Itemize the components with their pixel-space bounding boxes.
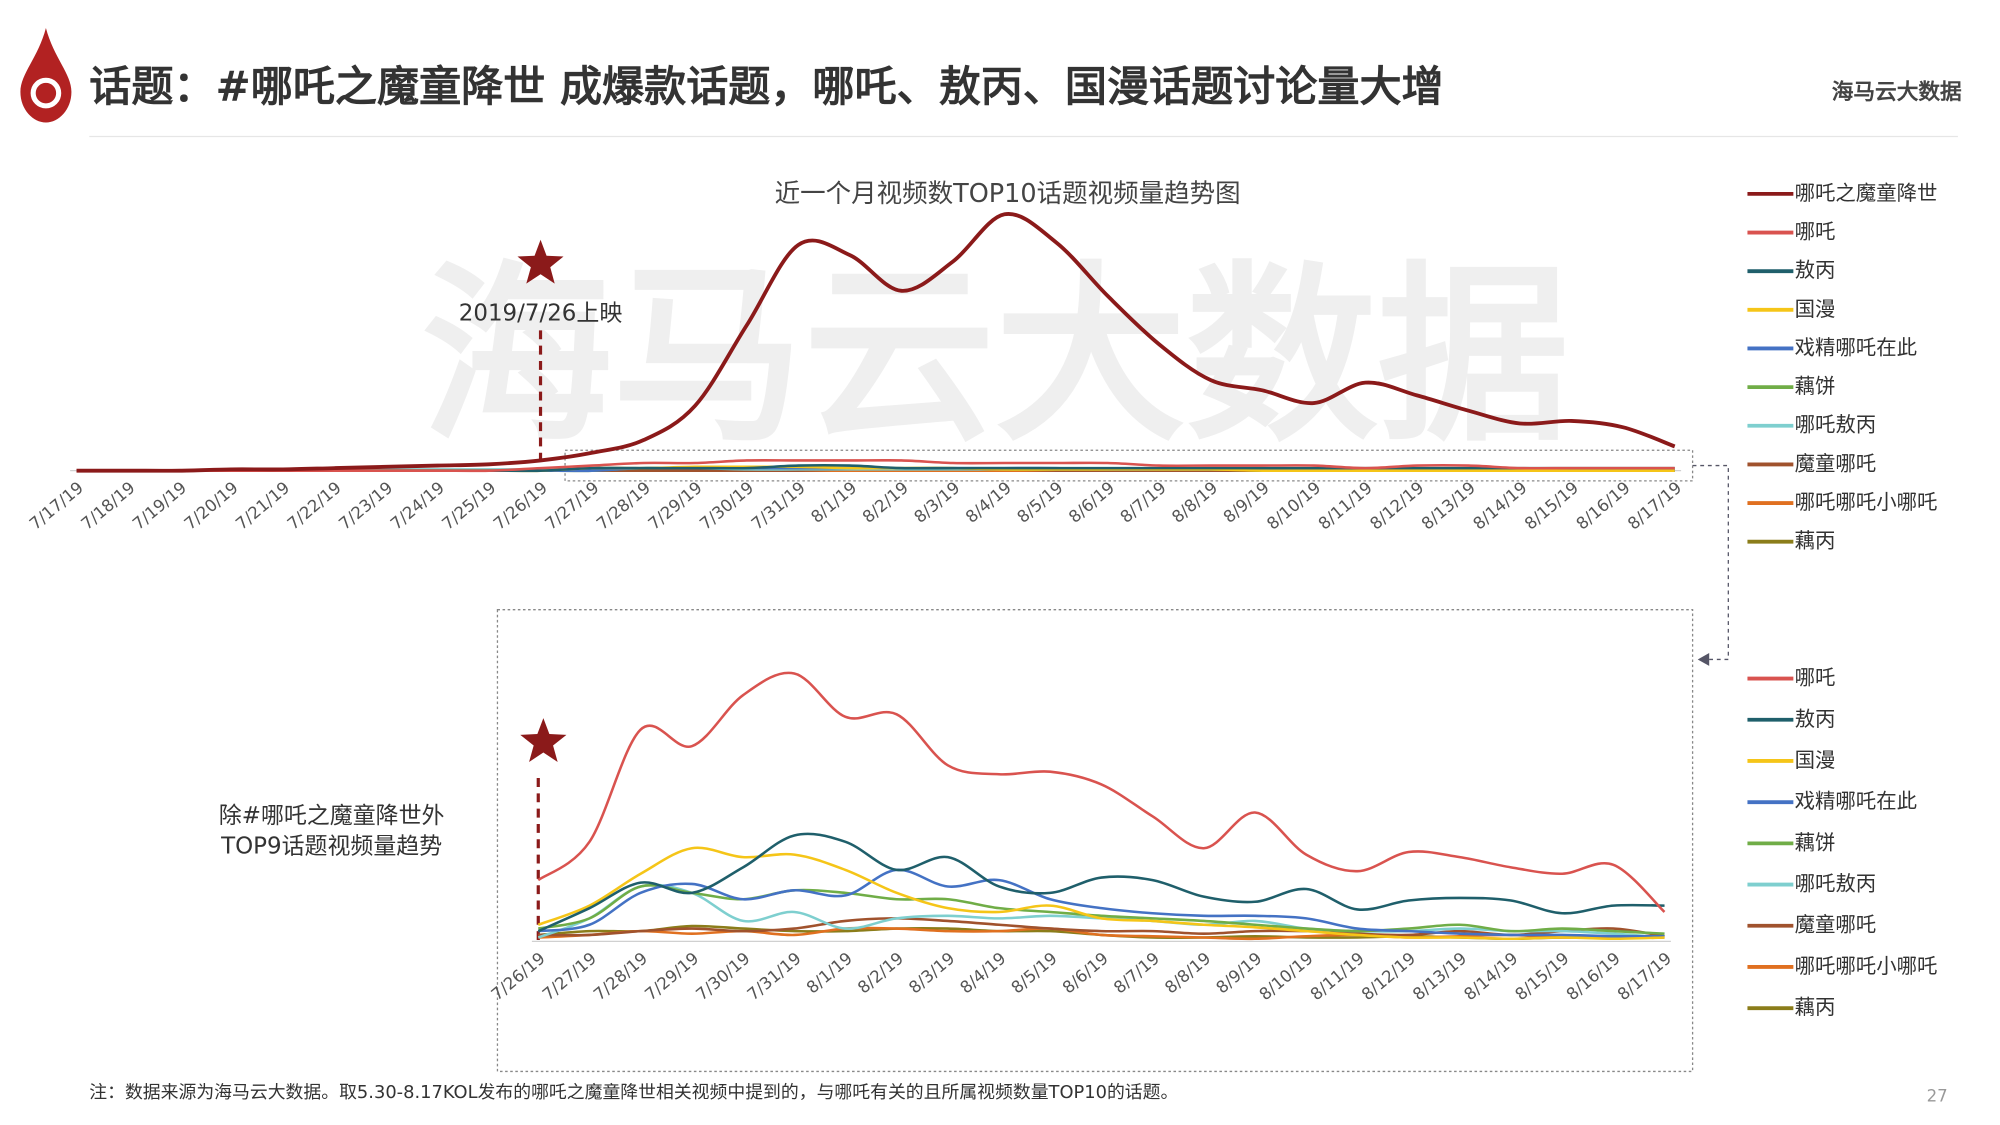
x-tick-label: 8/8/19 bbox=[1168, 478, 1221, 527]
x-tick-label: 7/30/19 bbox=[696, 478, 757, 534]
legend-label: 哪吒哪吒小哪吒 bbox=[1795, 954, 1938, 978]
x-tick-label: 8/14/19 bbox=[1469, 478, 1530, 534]
legend-label: 哪吒 bbox=[1795, 666, 1836, 690]
legend-label: 国漫 bbox=[1795, 748, 1836, 772]
x-tick-label: 7/29/19 bbox=[641, 949, 702, 1005]
connector bbox=[1692, 464, 1729, 661]
x-tick-label: 8/6/19 bbox=[1059, 949, 1112, 998]
x-tick-label: 8/17/19 bbox=[1624, 478, 1685, 534]
legend-label: 戏精哪吒在此 bbox=[1795, 789, 1917, 813]
x-tick-label: 7/23/19 bbox=[335, 478, 396, 534]
x-tick-label: 7/31/19 bbox=[748, 478, 809, 534]
legend-label: 敖丙 bbox=[1795, 258, 1836, 282]
series-line bbox=[76, 458, 1675, 473]
x-tick-label: 7/17/19 bbox=[26, 478, 87, 534]
x-tick-label: 8/1/19 bbox=[803, 949, 856, 998]
x-tick-label: 7/18/19 bbox=[77, 478, 138, 534]
x-tick-label: 7/19/19 bbox=[129, 478, 190, 534]
legend-label: 魔童哪吒 bbox=[1795, 913, 1877, 937]
x-tick-label: 7/29/19 bbox=[645, 478, 706, 534]
x-tick-label: 8/15/19 bbox=[1521, 478, 1582, 534]
x-tick-label: 8/11/19 bbox=[1307, 949, 1368, 1005]
x-tick-label: 7/22/19 bbox=[284, 478, 345, 534]
x-tick-label: 8/7/19 bbox=[1110, 949, 1163, 998]
x-tick-label: 8/12/19 bbox=[1366, 478, 1427, 534]
legend-label: 敖丙 bbox=[1795, 707, 1836, 731]
x-tick-label: 8/8/19 bbox=[1161, 949, 1214, 998]
x-tick-label: 8/15/19 bbox=[1512, 949, 1573, 1005]
legend-label: 哪吒敖丙 bbox=[1795, 872, 1877, 896]
x-tick-label: 8/13/19 bbox=[1409, 949, 1470, 1005]
x-tick-label: 7/30/19 bbox=[692, 949, 753, 1005]
series-line bbox=[537, 671, 1666, 913]
connector-arrow bbox=[1697, 653, 1710, 666]
x-tick-label: 8/7/19 bbox=[1117, 478, 1170, 527]
x-tick-label: 8/16/19 bbox=[1563, 949, 1624, 1005]
x-tick-label: 8/16/19 bbox=[1573, 478, 1634, 534]
x-tick-label: 7/28/19 bbox=[593, 478, 654, 534]
series-line bbox=[538, 917, 1665, 938]
legend-label: 哪吒哪吒小哪吒 bbox=[1795, 490, 1938, 514]
x-tick-label: 8/11/19 bbox=[1315, 478, 1376, 534]
x-tick-label: 8/3/19 bbox=[905, 949, 958, 998]
x-tick-label: 7/20/19 bbox=[181, 478, 242, 534]
brand-logo: 海马云大数据 bbox=[1832, 79, 1962, 105]
x-tick-label: 7/31/19 bbox=[744, 949, 805, 1005]
legend-label: 哪吒 bbox=[1795, 220, 1836, 244]
x-tick-label: 7/27/19 bbox=[539, 949, 600, 1005]
legend-label: 哪吒之魔童降世 bbox=[1795, 181, 1938, 205]
x-tick-label: 8/4/19 bbox=[962, 478, 1015, 527]
legend-label: 魔童哪吒 bbox=[1795, 451, 1877, 475]
page-number: 27 bbox=[1927, 1086, 1948, 1105]
watermark: 海马云大数据 bbox=[421, 245, 1569, 468]
x-tick-label: 7/28/19 bbox=[590, 949, 651, 1005]
x-tick-label: 8/14/19 bbox=[1460, 949, 1521, 1005]
x-tick-label: 8/13/19 bbox=[1418, 478, 1479, 534]
x-tick-label: 7/26/19 bbox=[490, 478, 551, 534]
legend-label: 哪吒敖丙 bbox=[1795, 413, 1877, 437]
x-tick-label: 7/25/19 bbox=[438, 478, 499, 534]
release-star bbox=[520, 718, 567, 762]
x-tick-label: 8/6/19 bbox=[1065, 478, 1118, 527]
x-tick-label: 8/1/19 bbox=[807, 478, 860, 527]
x-tick-label: 7/24/19 bbox=[387, 478, 448, 534]
x-tick-label: 8/5/19 bbox=[1008, 949, 1061, 998]
x-tick-label: 8/10/19 bbox=[1256, 949, 1317, 1005]
series-line bbox=[538, 868, 1665, 938]
series-line bbox=[537, 832, 1665, 933]
x-tick-label: 8/10/19 bbox=[1263, 478, 1324, 534]
detail-box bbox=[496, 609, 1694, 1073]
x-tick-label: 8/2/19 bbox=[859, 478, 912, 527]
x-tick-label: 8/2/19 bbox=[854, 949, 907, 998]
x-tick-label: 8/5/19 bbox=[1014, 478, 1067, 527]
x-tick-label: 7/21/19 bbox=[232, 478, 293, 534]
x-tick-label: 7/27/19 bbox=[541, 478, 602, 534]
annotation: 2019/7/26上映 bbox=[459, 300, 623, 326]
legend-label: 戏精哪吒在此 bbox=[1795, 335, 1917, 359]
chart-title: 近一个月视频数TOP10话题视频量趋势图 bbox=[775, 179, 1241, 209]
x-tick-label: 8/4/19 bbox=[956, 949, 1009, 998]
legend-label: 国漫 bbox=[1795, 297, 1836, 321]
chart-title: 除#哪吒之魔童降世外 bbox=[219, 803, 445, 829]
series-line bbox=[537, 846, 1665, 941]
chart-title: TOP9话题视频量趋势 bbox=[220, 833, 442, 859]
x-tick-label: 8/3/19 bbox=[910, 478, 963, 527]
legend-label: 藕丙 bbox=[1795, 529, 1836, 553]
footnote: 注：数据来源为海马云大数据。取5.30-8.17KOL发布的哪吒之魔童降世相关视… bbox=[89, 1082, 1178, 1103]
x-tick-label: 8/17/19 bbox=[1614, 949, 1675, 1005]
logo-swirl bbox=[30, 77, 62, 109]
legend-label: 藕饼 bbox=[1795, 830, 1836, 854]
slide-title: 话题：#哪吒之魔童降世 成爆款话题，哪吒、敖丙、国漫话题讨论量大增 bbox=[89, 62, 1443, 111]
legend-label: 藕饼 bbox=[1795, 374, 1836, 398]
x-tick-label: 8/12/19 bbox=[1358, 949, 1419, 1005]
legend-label: 藕丙 bbox=[1795, 995, 1836, 1019]
series-line bbox=[538, 884, 1665, 935]
release-star bbox=[517, 239, 564, 284]
series-line bbox=[76, 212, 1676, 473]
